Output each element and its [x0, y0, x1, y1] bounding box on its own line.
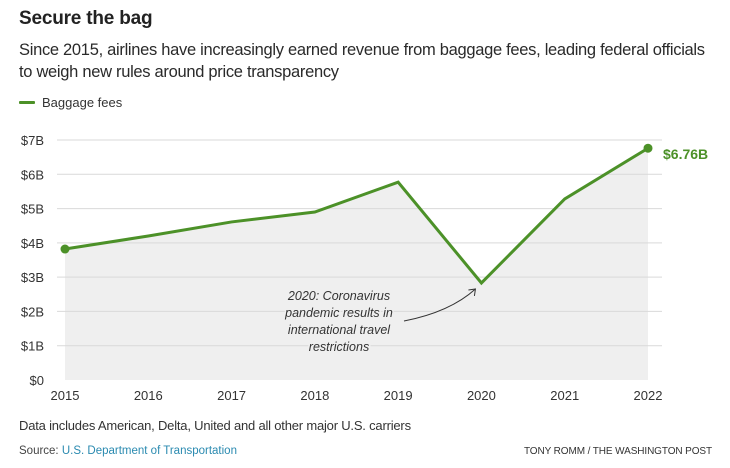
annotation-text-line: 2020: Coronavirus: [287, 289, 390, 303]
series-line-baggage-fees: [64, 146, 649, 286]
x-tick-label: 2017: [217, 388, 246, 403]
x-tick-label: 2020: [467, 388, 496, 403]
line-chart: $0 $1B $2B $3B $4B $5B $6B $7B 2015 2016 2017 2018 2…: [21, 133, 708, 403]
legend-swatch-baggage-fees: [19, 101, 35, 104]
chart-subtitle: Since 2015, airlines have increasingly e…: [19, 41, 705, 81]
x-tick-label: 2018: [300, 388, 329, 403]
x-tick-label: 2022: [634, 388, 663, 403]
chart-title: Secure the bag: [19, 8, 153, 29]
annotation-arrow: [403, 288, 476, 322]
data-point-2015: [60, 244, 70, 254]
annotation-arrowhead: [468, 288, 477, 297]
y-tick-label: $0: [30, 373, 44, 388]
y-tick-label: $3B: [21, 270, 44, 285]
y-tick-label: $1B: [21, 339, 44, 354]
x-tick-label: 2019: [384, 388, 413, 403]
y-tick-label: $5B: [21, 202, 44, 217]
source-line: Source: U.S. Department of Transportatio…: [19, 445, 237, 457]
annotation-text-line: restrictions: [309, 340, 369, 354]
legend-label: Baggage fees: [42, 95, 123, 110]
credit-line: TONY ROMM / THE WASHINGTON POST: [523, 446, 712, 457]
x-tick-label: 2021: [550, 388, 579, 403]
y-tick-label: $7B: [21, 133, 44, 148]
y-tick-label: $4B: [21, 236, 44, 251]
x-tick-label: 2016: [134, 388, 163, 403]
source-link[interactable]: U.S. Department of Transportation: [61, 445, 237, 457]
area-fill: [65, 148, 648, 380]
legend: Baggage fees: [19, 95, 122, 110]
annotation-text-line: pandemic results in: [284, 306, 393, 320]
data-note: Data includes American, Delta, United an…: [19, 418, 411, 433]
annotation-text-line: international travel: [288, 323, 391, 337]
y-tick-label: $6B: [21, 167, 44, 182]
data-point-2022: [643, 143, 653, 153]
y-tick-label: $2B: [21, 304, 44, 319]
source-prefix: Source:: [19, 445, 62, 457]
x-tick-label: 2015: [51, 388, 80, 403]
end-value-label: $6.76B: [663, 146, 708, 162]
